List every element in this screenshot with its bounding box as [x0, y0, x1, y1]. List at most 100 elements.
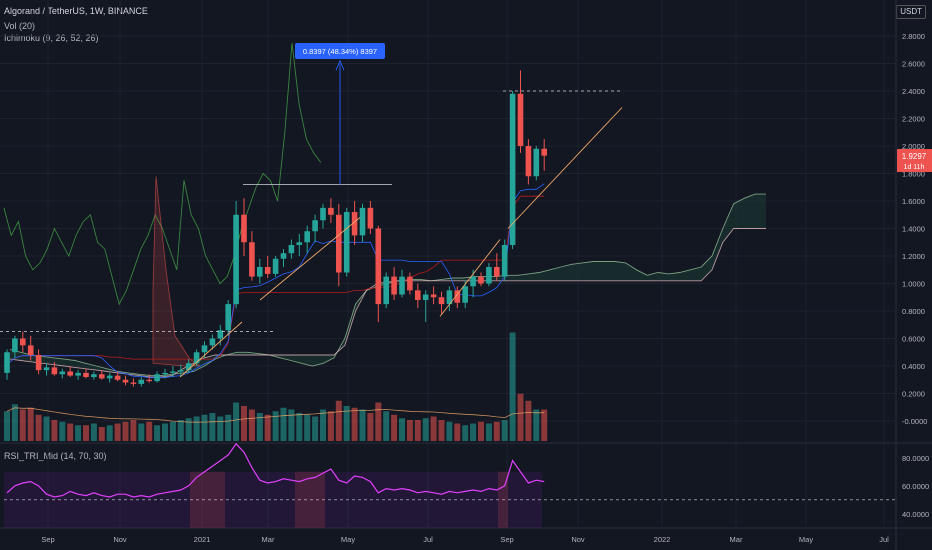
volume-bar — [130, 420, 137, 441]
candle[interactable] — [478, 272, 484, 287]
candle[interactable] — [517, 70, 524, 153]
candle[interactable] — [486, 262, 492, 287]
candle[interactable] — [67, 366, 73, 377]
price-tick-label: 1.4000 — [902, 225, 925, 234]
candle[interactable] — [75, 370, 81, 380]
candle[interactable] — [288, 239, 295, 259]
time-axis[interactable]: Sep Nov 2021 Mar May Jul Sep Nov 2022 Mar May Jul — [41, 535, 889, 544]
candle[interactable] — [462, 280, 468, 309]
ichimoku-indicator-label[interactable]: Ichimoku (9, 26, 52, 26) — [4, 33, 99, 43]
candle[interactable] — [241, 198, 247, 256]
candle[interactable] — [422, 290, 429, 322]
candle[interactable] — [4, 349, 10, 380]
candle[interactable] — [225, 300, 231, 336]
candle[interactable] — [272, 256, 279, 277]
candle[interactable] — [12, 335, 18, 358]
price-axis[interactable]: 2.8000 2.6000 2.4000 2.2000 2.0000 1.8000 1.60… — [902, 32, 927, 426]
candle[interactable] — [533, 146, 540, 181]
candle[interactable] — [122, 375, 129, 386]
candle[interactable] — [509, 91, 516, 250]
candle[interactable] — [27, 335, 34, 361]
candle[interactable] — [525, 139, 532, 185]
candle[interactable] — [320, 203, 326, 229]
candle[interactable] — [375, 225, 382, 322]
candle[interactable] — [178, 364, 184, 376]
price-tick-label: 2.8000 — [902, 32, 925, 41]
candle[interactable] — [138, 377, 145, 387]
time-tick-label: Nov — [113, 535, 127, 544]
volume-bar — [19, 409, 26, 441]
candle[interactable] — [541, 139, 547, 171]
candle[interactable] — [280, 249, 287, 267]
candle[interactable] — [99, 370, 105, 380]
candle[interactable] — [209, 334, 216, 350]
candle[interactable] — [59, 368, 66, 379]
candle[interactable] — [351, 201, 358, 245]
candle[interactable] — [430, 286, 437, 305]
volume-bar — [359, 409, 366, 441]
candle[interactable] — [336, 203, 342, 287]
volume-bar — [177, 420, 184, 441]
volume-bar — [272, 411, 279, 441]
volume-bar — [264, 414, 271, 441]
candle[interactable] — [249, 231, 255, 281]
candle[interactable] — [35, 349, 42, 375]
candle[interactable] — [83, 368, 89, 379]
volume-bar — [138, 423, 145, 441]
candle[interactable] — [114, 371, 121, 382]
candle[interactable] — [501, 239, 508, 281]
volume-bar — [90, 423, 97, 441]
candle[interactable] — [43, 363, 50, 376]
candle[interactable] — [217, 324, 224, 346]
volume-bar — [75, 425, 82, 441]
currency-button[interactable]: USDT — [896, 5, 926, 19]
drawings — [0, 59, 623, 378]
candle[interactable] — [193, 349, 200, 367]
candle[interactable] — [343, 207, 350, 277]
candle[interactable] — [233, 201, 239, 309]
volume-bar — [485, 423, 492, 441]
ichimoku-base-line — [6, 195, 545, 365]
candle[interactable] — [296, 234, 303, 256]
candle[interactable] — [312, 214, 318, 243]
candle[interactable] — [170, 366, 176, 377]
rsi-indicator-label[interactable]: RSI_TRI_Mid (14, 70, 30) — [4, 451, 107, 461]
candle[interactable] — [162, 368, 168, 379]
candle[interactable] — [51, 361, 58, 376]
price-tick-label: -0.0000 — [902, 417, 927, 426]
candle[interactable] — [264, 256, 271, 278]
candle[interactable] — [20, 331, 26, 353]
rsi-panel[interactable]: 80.0000 60.0000 40.0000 — [4, 442, 929, 528]
candle[interactable] — [146, 374, 152, 383]
candle[interactable] — [367, 201, 374, 234]
candle[interactable] — [454, 286, 461, 309]
volume-bar — [517, 393, 524, 441]
candle[interactable] — [257, 258, 263, 284]
candle[interactable] — [383, 272, 389, 309]
candle[interactable] — [304, 225, 310, 254]
candle[interactable] — [130, 378, 137, 387]
volume-bar — [114, 423, 121, 441]
candle[interactable] — [399, 269, 405, 298]
volume-bar — [256, 413, 263, 441]
candle[interactable] — [154, 371, 160, 383]
candle[interactable] — [407, 272, 413, 295]
candle[interactable] — [359, 203, 366, 243]
candle[interactable] — [391, 267, 397, 300]
time-tick-label: Sep — [41, 535, 54, 544]
candle[interactable] — [328, 198, 334, 223]
volume-bar — [201, 414, 208, 441]
volume-indicator-label[interactable]: Vol (20) — [4, 21, 36, 31]
candle[interactable] — [106, 372, 113, 383]
candle[interactable] — [438, 291, 445, 314]
candle[interactable] — [446, 286, 453, 311]
candle[interactable] — [185, 359, 192, 373]
candle[interactable] — [415, 283, 421, 309]
volume-bar — [35, 414, 42, 441]
volume-bar — [367, 413, 374, 441]
candle[interactable] — [494, 253, 500, 281]
time-tick-label: May — [341, 535, 355, 544]
candle[interactable] — [91, 371, 97, 380]
